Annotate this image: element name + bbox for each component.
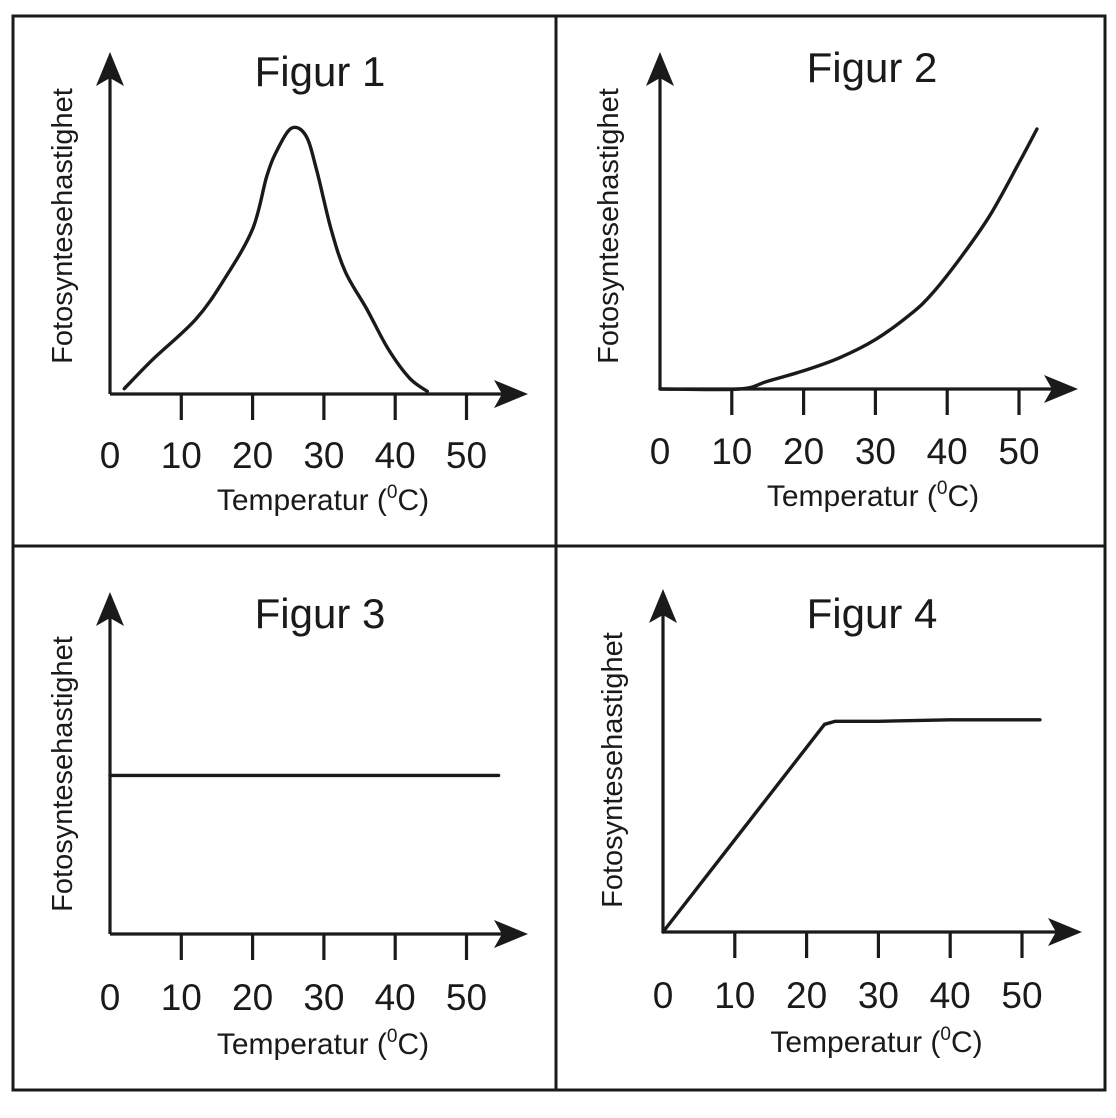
series-line — [661, 718, 1042, 934]
chart-title: Figur 4 — [807, 590, 938, 637]
x-tick-label: 50 — [1001, 975, 1042, 1016]
x-axis-arrowhead — [1044, 375, 1078, 403]
chart-title: Figur 2 — [807, 44, 938, 91]
x-tick-label: 40 — [375, 435, 416, 476]
x-axis-arrowhead — [494, 920, 528, 948]
x-tick-label: 10 — [161, 435, 202, 476]
x-tick-label: 30 — [855, 431, 896, 472]
series-line — [658, 127, 1039, 392]
x-tick-label: 20 — [232, 435, 273, 476]
x-tick-label: 40 — [927, 431, 968, 472]
chart-panel-3: 0 10 20 30 40 50 Figur 3 Temperatur (0C) Fotosyn… — [47, 590, 528, 1061]
x-tick-label: 0 — [653, 975, 674, 1016]
y-axis-arrowhead — [96, 52, 124, 86]
y-axis-arrowhead — [649, 589, 677, 623]
x-tick-label: 0 — [650, 431, 671, 472]
x-tick-label: 50 — [446, 435, 487, 476]
x-axis-arrowhead — [1048, 918, 1082, 946]
y-axis-label: Fotosyntesehastighet — [47, 88, 79, 364]
x-tick-label: 50 — [446, 977, 487, 1018]
x-tick-label: 10 — [711, 431, 752, 472]
x-tick-label: 30 — [303, 977, 344, 1018]
y-axis-label: Fotosyntesehastighet — [593, 88, 625, 364]
y-axis-label: Fotosyntesehastighet — [47, 636, 79, 912]
chart-panel-2: 0 10 20 30 40 50 Figur 2 Temperatur (0C) Fotosyn… — [593, 44, 1078, 513]
x-tick-label: 0 — [100, 977, 121, 1018]
chart-title: Figur 1 — [255, 48, 386, 95]
series-line — [122, 125, 429, 394]
chart-panel-1: 0 10 20 30 40 50 Figur 1 Temperatur (0C) Fotosyn… — [47, 48, 528, 517]
x-tick-label: 20 — [232, 977, 273, 1018]
outer-border — [11, 14, 1107, 1092]
x-tick-label: 10 — [714, 975, 755, 1016]
x-tick-label: 20 — [783, 431, 824, 472]
x-tick-label: 50 — [998, 431, 1039, 472]
chart-title: Figur 3 — [255, 590, 386, 637]
x-axis-label: Temperatur (0C) — [217, 1026, 429, 1061]
x-axis-label: Temperatur (0C) — [217, 482, 429, 517]
panel-frame — [11, 14, 1107, 1092]
x-tick-label: 20 — [786, 975, 827, 1016]
y-axis-arrowhead — [96, 592, 124, 626]
x-tick-label: 40 — [930, 975, 971, 1016]
x-tick-label: 0 — [100, 435, 121, 476]
x-axis-label: Temperatur (0C) — [770, 1024, 982, 1059]
x-axis-label: Temperatur (0C) — [767, 478, 979, 513]
x-tick-label: 40 — [375, 977, 416, 1018]
x-tick-label: 10 — [161, 977, 202, 1018]
x-axis-arrowhead — [494, 380, 528, 408]
y-axis-label: Fotosyntesehastighet — [597, 632, 629, 908]
chart-panel-4: 0 10 20 30 40 50 Figur 4 Temperatur (0C) Fotosyn… — [597, 589, 1082, 1059]
y-axis-arrowhead — [646, 52, 674, 86]
x-tick-label: 30 — [858, 975, 899, 1016]
x-tick-label: 30 — [303, 435, 344, 476]
